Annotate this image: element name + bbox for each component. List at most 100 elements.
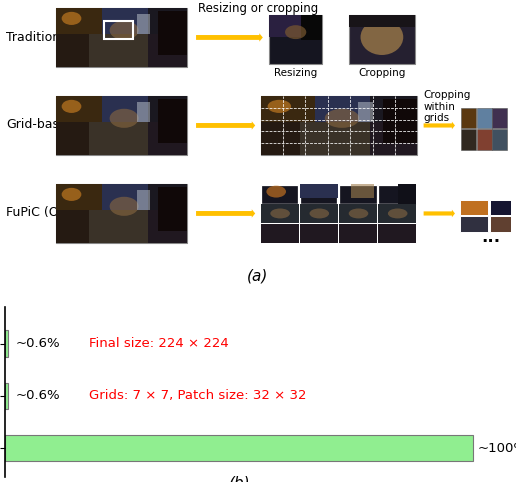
Bar <box>261 224 298 243</box>
Bar <box>261 224 299 243</box>
Bar <box>261 204 299 223</box>
Ellipse shape <box>266 186 286 198</box>
Ellipse shape <box>325 109 359 128</box>
Text: (b): (b) <box>229 476 250 482</box>
Text: ~0.6%: ~0.6% <box>15 389 60 402</box>
Bar <box>104 21 133 39</box>
Text: Resizing: Resizing <box>274 68 317 78</box>
Bar <box>339 224 377 243</box>
Bar <box>460 216 488 232</box>
Bar <box>56 8 187 67</box>
Ellipse shape <box>310 209 329 218</box>
Bar <box>461 129 476 149</box>
Bar <box>148 211 187 243</box>
Ellipse shape <box>109 197 139 216</box>
Bar <box>148 122 187 155</box>
Bar <box>378 224 416 243</box>
Text: ~100%: ~100% <box>478 442 516 455</box>
Bar <box>261 95 417 155</box>
Bar <box>398 184 416 203</box>
Bar <box>261 204 298 223</box>
Ellipse shape <box>349 209 368 218</box>
Bar <box>300 184 338 198</box>
Bar <box>89 35 148 67</box>
Text: Cropping: Cropping <box>358 68 406 78</box>
Bar <box>370 95 417 122</box>
Bar <box>461 107 476 128</box>
Ellipse shape <box>109 21 139 40</box>
Text: Grid-based: Grid-based <box>6 118 75 131</box>
Bar <box>349 15 415 65</box>
Bar <box>339 204 377 223</box>
Bar <box>158 99 187 143</box>
Ellipse shape <box>268 100 291 113</box>
Bar <box>300 204 337 223</box>
Bar <box>358 102 374 122</box>
Bar <box>261 95 315 122</box>
Bar <box>5 331 8 357</box>
Text: (a): (a) <box>247 268 269 283</box>
Bar <box>300 204 338 223</box>
Text: Cropping
within
grids: Cropping within grids <box>424 90 471 123</box>
Bar <box>490 200 516 215</box>
Bar <box>158 187 187 231</box>
Bar <box>378 185 416 203</box>
Ellipse shape <box>388 209 408 218</box>
Text: Grids: 7 × 7, Patch size: 32 × 32: Grids: 7 × 7, Patch size: 32 × 32 <box>89 389 307 402</box>
Bar <box>56 95 102 122</box>
Bar <box>148 95 187 122</box>
Bar <box>378 204 416 223</box>
Bar <box>370 122 417 155</box>
Bar <box>477 107 492 128</box>
Bar <box>378 224 416 243</box>
Text: ~0.6%: ~0.6% <box>15 337 60 350</box>
Bar <box>56 122 89 155</box>
Bar <box>56 8 102 35</box>
Bar <box>148 8 187 35</box>
Bar <box>56 184 102 211</box>
Bar <box>300 122 370 155</box>
Bar <box>102 95 148 122</box>
Bar <box>148 184 187 211</box>
Bar <box>56 184 187 243</box>
Bar <box>492 129 507 149</box>
Bar <box>301 15 322 40</box>
Bar <box>89 211 148 243</box>
Text: Resizing or cropping: Resizing or cropping <box>198 2 318 15</box>
Bar <box>137 102 150 122</box>
Bar <box>339 185 377 203</box>
Bar <box>477 129 492 149</box>
Bar <box>349 15 415 27</box>
Bar <box>137 189 150 211</box>
Bar <box>56 211 89 243</box>
Ellipse shape <box>61 188 82 201</box>
Bar <box>339 224 377 243</box>
Bar <box>89 122 148 155</box>
Bar <box>378 204 416 223</box>
Bar <box>339 204 377 223</box>
Text: FuPiC (Ours): FuPiC (Ours) <box>6 206 83 219</box>
Bar <box>300 224 337 243</box>
Bar <box>102 184 148 211</box>
Bar <box>102 8 148 35</box>
Bar <box>261 122 300 155</box>
Bar <box>300 185 337 203</box>
Ellipse shape <box>361 19 404 55</box>
Ellipse shape <box>285 25 307 39</box>
Bar <box>56 35 89 67</box>
Bar <box>269 15 322 65</box>
Bar <box>490 216 516 232</box>
Bar <box>5 383 8 409</box>
Bar <box>460 200 488 215</box>
Bar <box>315 95 370 122</box>
Bar <box>148 35 187 67</box>
Text: ...: ... <box>481 228 500 246</box>
Bar <box>351 184 374 198</box>
Ellipse shape <box>61 12 82 25</box>
Bar <box>137 13 150 35</box>
Bar <box>300 224 338 243</box>
Ellipse shape <box>61 100 82 113</box>
Text: Traditional: Traditional <box>6 31 72 44</box>
Bar <box>56 95 187 155</box>
Bar <box>261 185 298 203</box>
